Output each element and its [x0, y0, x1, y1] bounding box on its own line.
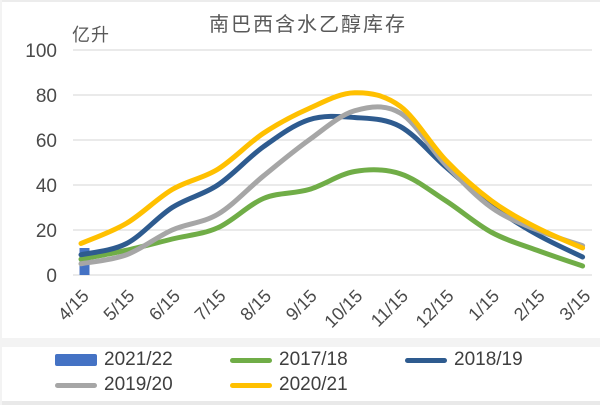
line-swatch-2018-19	[405, 357, 447, 363]
legend-label: 2021/22	[104, 349, 173, 370]
x-tick-label-8-15: 8/15	[236, 286, 275, 325]
legend-item-2019-20: 2019/20	[55, 375, 173, 395]
legend-label: 2018/19	[454, 349, 523, 370]
x-tick-label-1-15: 1/15	[464, 286, 503, 325]
x-tick-label-10-15: 10/15	[320, 286, 366, 332]
legend-item-2021-22: 2021/22	[55, 350, 173, 370]
x-tick-label-9-15: 9/15	[282, 286, 321, 325]
left-edge-divider	[0, 0, 2, 405]
y-tick-label-60: 60	[36, 131, 57, 152]
y-axis-unit-label: 亿升	[72, 25, 110, 45]
line-swatch-2019-20	[55, 382, 97, 388]
line-swatch-2017-18	[230, 357, 272, 363]
x-tick-label-6-15: 6/15	[145, 286, 184, 325]
x-tick-label-2-15: 2/15	[510, 286, 549, 325]
bar-swatch-2021-22	[55, 354, 97, 366]
bottom-edge-divider	[0, 401, 600, 405]
x-tick-label-5-15: 5/15	[100, 286, 139, 325]
line-series-2019-20	[78, 104, 586, 267]
legend-label: 2019/20	[104, 374, 173, 395]
line-series-2020-21	[78, 90, 586, 251]
y-tick-label-80: 80	[36, 86, 57, 107]
legend-label: 2020/21	[279, 374, 348, 395]
y-tick-label-0: 0	[46, 266, 57, 287]
legend-area-stripe	[0, 338, 600, 347]
x-tick-label-11-15: 11/15	[367, 286, 412, 331]
y-tick-label-100: 100	[25, 41, 57, 62]
line-swatch-2020-21	[230, 382, 272, 388]
line-series-2017-18	[78, 167, 586, 269]
chart-title: 南巴西含水乙醇库存	[209, 12, 407, 36]
legend-label: 2017/18	[279, 349, 348, 370]
legend-item-2020-21: 2020/21	[230, 375, 348, 395]
x-tick-label-7-15: 7/15	[191, 286, 230, 325]
y-tick-label-40: 40	[36, 176, 57, 197]
x-tick-label-3-15: 3/15	[556, 286, 595, 325]
x-tick-label-12-15: 12/15	[412, 286, 458, 332]
legend-item-2017-18: 2017/18	[230, 350, 348, 370]
legend-item-2018-19: 2018/19	[405, 350, 523, 370]
top-edge-divider	[0, 0, 600, 2]
y-tick-label-20: 20	[36, 221, 57, 242]
x-tick-label-4-15: 4/15	[54, 286, 93, 325]
